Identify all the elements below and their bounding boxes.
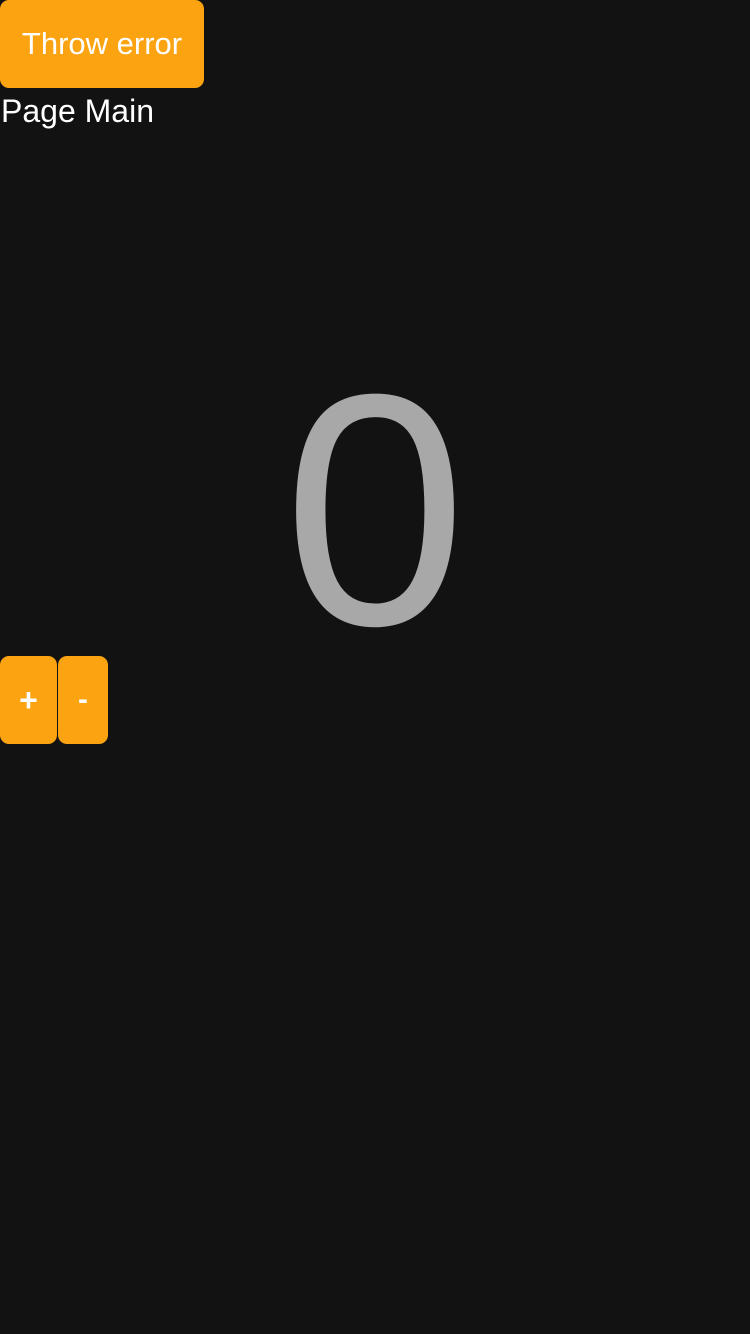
throw-error-button[interactable]: Throw error: [0, 0, 204, 88]
page-title: Page Main: [1, 93, 154, 129]
increment-button[interactable]: +: [0, 656, 57, 744]
counter-value: 0: [283, 325, 467, 694]
decrement-button[interactable]: -: [58, 656, 108, 744]
counter-stepper: + -: [0, 656, 108, 744]
